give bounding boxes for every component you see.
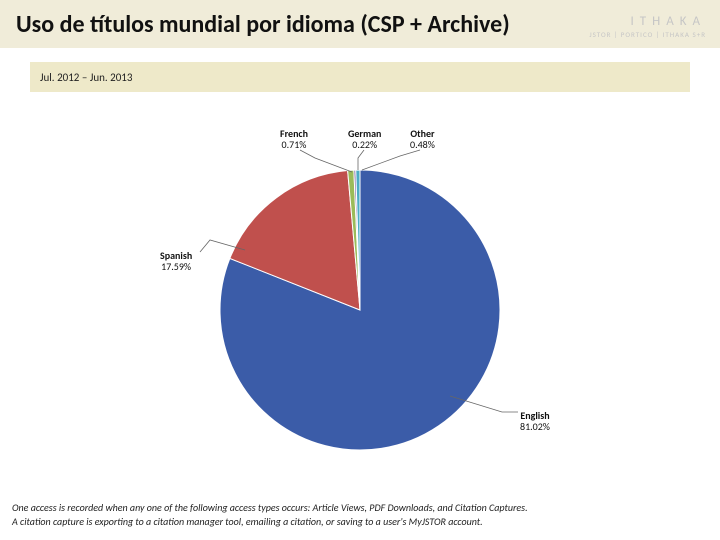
- footnote-line: One access is recorded when any one of t…: [12, 501, 708, 515]
- slice-label-value: 0.48%: [410, 139, 435, 150]
- brand-logo: ITHAKA: [630, 14, 706, 29]
- leader-line: [358, 150, 364, 170]
- slice-label-spanish: Spanish17.59%: [160, 250, 192, 272]
- footnote: One access is recorded when any one of t…: [12, 501, 708, 528]
- slide: ITHAKA JSTOR | PORTICO | ITHAKA S+R Uso …: [0, 0, 720, 540]
- slice-label-french: French0.71%: [280, 128, 308, 150]
- footnote-line: A citation capture is exporting to a cit…: [12, 515, 708, 529]
- slice-label-value: 0.22%: [348, 139, 381, 150]
- slice-label-value: 17.59%: [160, 261, 192, 272]
- date-band: Jul. 2012 – Jun. 2013: [30, 62, 690, 92]
- slice-label-german: German0.22%: [348, 128, 381, 150]
- chart-container: English81.02% Spanish17.59% French0.71% Ger…: [0, 110, 720, 470]
- pie-chart: English81.02% Spanish17.59% French0.71% Ger…: [100, 120, 620, 460]
- slice-label-value: 81.02%: [520, 421, 550, 432]
- date-range: Jul. 2012 – Jun. 2013: [40, 71, 132, 84]
- brand-subtext: JSTOR | PORTICO | ITHAKA S+R: [589, 30, 706, 39]
- leader-line: [300, 150, 352, 172]
- page-title: Uso de títulos mundial por idioma (CSP +…: [16, 10, 510, 39]
- slice-label-other: Other0.48%: [410, 128, 435, 150]
- slice-label-english: English81.02%: [520, 410, 550, 432]
- slice-label-value: 0.71%: [280, 139, 308, 150]
- leader-line: [362, 150, 420, 170]
